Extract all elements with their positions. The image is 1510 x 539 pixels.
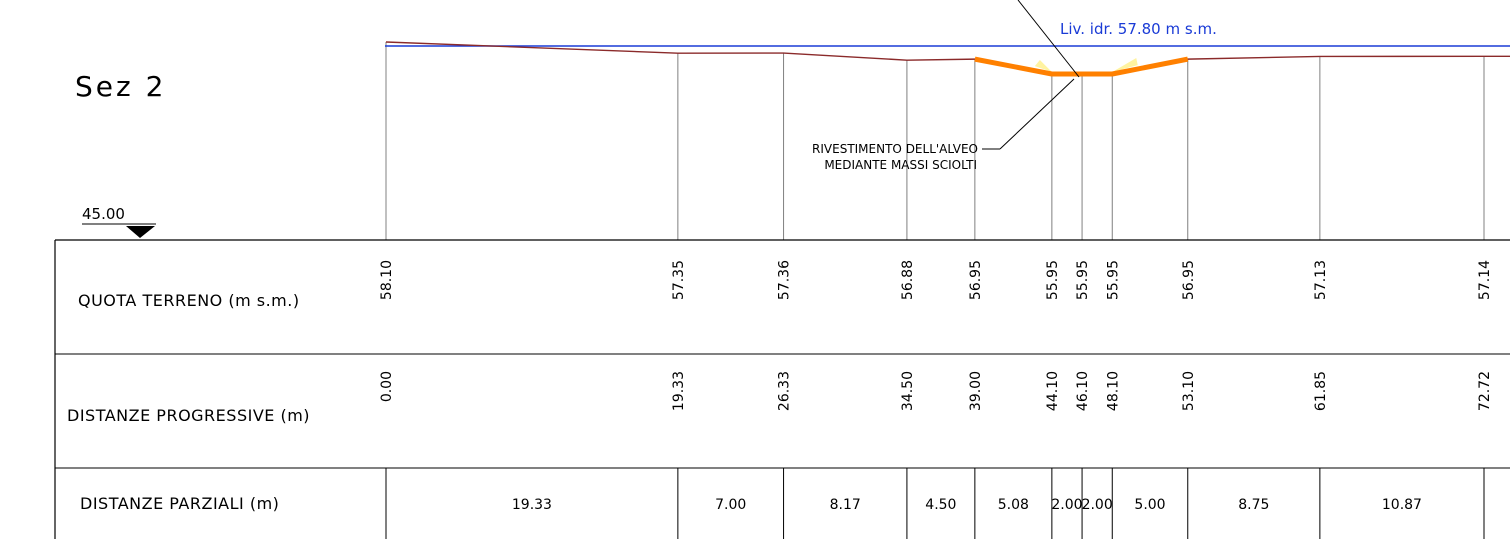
partial-distance-label: 10.87 xyxy=(1382,497,1422,513)
elevation-label: 57.35 xyxy=(671,260,687,300)
annotation-line-2: MEDIANTE MASSI SCIOLTI xyxy=(824,158,977,172)
partial-distance-labels: 19.33 7.00 8.17 4.50 5.08 2.00 2.00 5.00 8.75 10.… xyxy=(512,497,1422,513)
partial-distance-label: 19.33 xyxy=(512,497,552,513)
progressive-distance-labels: 0.00 19.33 26.33 34.50 39.00 44.10 46.10 48.10 5… xyxy=(379,371,1493,411)
partial-distance-label: 5.08 xyxy=(998,497,1029,513)
row-header-progressive: DISTANZE PROGRESSIVE (m) xyxy=(67,406,310,425)
progressive-distance-label: 44.10 xyxy=(1045,371,1061,411)
elevation-label: 55.95 xyxy=(1105,260,1121,300)
progressive-distance-label: 48.10 xyxy=(1105,371,1121,411)
elevation-labels: 58.10 57.35 57.36 56.88 56.95 55.95 55.95 55.95… xyxy=(379,260,1493,300)
elevation-label: 57.14 xyxy=(1477,260,1493,300)
annotation-leader-line xyxy=(999,78,1075,150)
progressive-distance-label: 46.10 xyxy=(1075,371,1091,411)
row-header-parziali: DISTANZE PARZIALI (m) xyxy=(80,494,279,513)
datum-label: 45.00 xyxy=(82,205,125,223)
elevation-label: 56.95 xyxy=(968,260,984,300)
elevation-label: 56.95 xyxy=(1181,260,1197,300)
profile-verticals xyxy=(385,42,1485,240)
water-level-label: Liv. idr. 57.80 m s.m. xyxy=(1060,20,1217,38)
section-title: Sez 2 xyxy=(75,70,166,103)
elevation-label: 57.13 xyxy=(1313,260,1329,300)
partial-distance-label: 8.17 xyxy=(830,497,861,513)
row-header-quota: QUOTA TERRENO (m s.m.) xyxy=(78,291,300,310)
elevation-label: 55.95 xyxy=(1045,260,1061,300)
partial-distance-label: 5.00 xyxy=(1134,497,1165,513)
elevation-label: 58.10 xyxy=(379,260,395,300)
progressive-distance-label: 61.85 xyxy=(1313,371,1329,411)
progressive-distance-label: 34.50 xyxy=(900,371,916,411)
table-grid xyxy=(54,239,1510,539)
elevation-label: 55.95 xyxy=(1075,260,1091,300)
elevation-label: 56.88 xyxy=(900,260,916,300)
partial-distance-label: 8.75 xyxy=(1238,497,1269,513)
datum-triangle-icon xyxy=(126,226,155,238)
water-level-leader-line xyxy=(1017,0,1080,78)
ground-profile-line xyxy=(385,41,1510,75)
progressive-distance-label: 26.33 xyxy=(777,371,793,411)
progressive-distance-label: 19.33 xyxy=(671,371,687,411)
progressive-distance-label: 72.72 xyxy=(1477,371,1493,411)
partial-distance-label: 4.50 xyxy=(925,497,956,513)
partial-distance-label: 7.00 xyxy=(715,497,746,513)
progressive-distance-label: 39.00 xyxy=(968,371,984,411)
elevation-label: 57.36 xyxy=(777,260,793,300)
partial-distance-label: 2.00 xyxy=(1082,497,1113,513)
progressive-distance-label: 53.10 xyxy=(1181,371,1197,411)
partial-distance-separators xyxy=(385,468,1485,539)
annotation-line-1: RIVESTIMENTO DELL'ALVEO xyxy=(812,142,978,156)
partial-distance-label: 2.00 xyxy=(1051,497,1082,513)
riverbed-lining-line xyxy=(974,56,1189,77)
progressive-distance-label: 0.00 xyxy=(379,371,395,402)
